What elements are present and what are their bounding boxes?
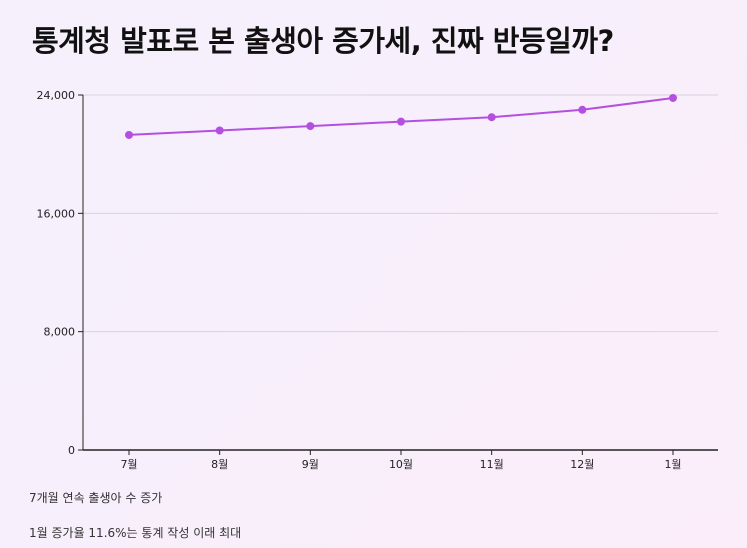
data-points [125, 93, 677, 139]
y-tick-label: 8,000 [44, 326, 76, 339]
x-tick-label: 7월 [120, 458, 137, 471]
data-point [306, 122, 315, 131]
data-point [215, 126, 224, 135]
gridlines [83, 94, 718, 333]
data-point [578, 105, 587, 114]
x-tick-label: 12월 [570, 458, 594, 471]
data-point [397, 117, 405, 126]
x-tick-label: 1월 [664, 458, 681, 471]
y-tick-label: 24,000 [37, 89, 76, 102]
x-tick-label: 8월 [211, 458, 228, 471]
series-line [128, 97, 674, 136]
note-consecutive-increase: 7개월 연속 출생아 수 증가 [29, 491, 163, 505]
chart-title: 통계청 발표로 본 출생아 증가세, 진짜 반등일까? [32, 24, 614, 58]
note-january-growth: 1월 증가율 11.6%는 통계 작성 이래 최대 [29, 526, 242, 540]
data-point [669, 93, 677, 102]
y-tick-label: 16,000 [37, 207, 76, 220]
y-axis: 0 8,000 16,000 24,000 [37, 89, 84, 457]
y-tick-label: 0 [68, 444, 75, 457]
x-tick-label: 10월 [389, 458, 413, 471]
data-point [487, 113, 496, 122]
x-tick-label: 9월 [302, 458, 319, 471]
x-axis: 7월 8월 9월 10월 11월 12월 1월 [83, 449, 718, 471]
data-point [125, 130, 133, 139]
x-tick-label: 11월 [480, 458, 504, 471]
